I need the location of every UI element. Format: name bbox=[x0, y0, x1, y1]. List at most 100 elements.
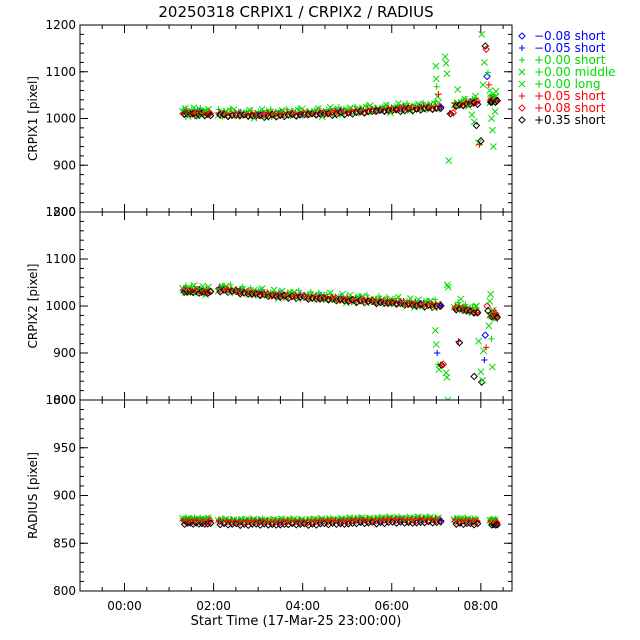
data-point bbox=[216, 520, 225, 529]
data-point bbox=[239, 283, 246, 290]
data-point bbox=[312, 111, 321, 119]
y-axis-title: CRPIX1 [pixel] bbox=[26, 76, 40, 161]
data-point bbox=[236, 289, 245, 298]
data-point bbox=[283, 291, 292, 300]
data-point-outlier bbox=[457, 295, 465, 303]
data-point bbox=[364, 517, 372, 525]
data-point bbox=[243, 287, 252, 296]
data-point-outlier bbox=[475, 337, 483, 345]
data-point-outlier bbox=[449, 109, 458, 117]
data-point-outlier bbox=[432, 62, 440, 70]
data-point bbox=[320, 293, 328, 301]
data-point bbox=[222, 282, 230, 290]
x-tick-label: 02:00 bbox=[196, 599, 231, 613]
data-point bbox=[380, 107, 389, 116]
legend: −0.08 short−0.05 short+0.00 short+0.00 m… bbox=[518, 29, 616, 127]
legend-item: +0.08 short bbox=[518, 101, 606, 115]
y-tick-label: 1100 bbox=[45, 65, 76, 79]
data-point bbox=[320, 519, 329, 528]
data-point-outlier bbox=[486, 297, 494, 305]
data-point-outlier bbox=[432, 341, 440, 348]
data-point bbox=[295, 105, 302, 112]
y-tick-label: 900 bbox=[53, 158, 76, 172]
data-point-outlier bbox=[480, 347, 487, 355]
data-point bbox=[493, 96, 502, 105]
data-point bbox=[206, 111, 215, 120]
data-point-outlier bbox=[492, 87, 500, 95]
data-point-outlier bbox=[488, 363, 496, 371]
data-point bbox=[259, 108, 266, 115]
data-point bbox=[399, 515, 407, 522]
y-tick-label: 800 bbox=[53, 393, 76, 407]
data-point bbox=[242, 109, 250, 117]
data-point bbox=[473, 97, 481, 106]
legend-item: −0.05 short bbox=[518, 41, 606, 55]
legend-item: +0.00 middle bbox=[518, 65, 616, 79]
data-point bbox=[363, 514, 371, 522]
data-point bbox=[227, 516, 234, 523]
data-point-outlier bbox=[477, 137, 485, 145]
panel-2: 800 900 1000 1100 1200 CRPIX2 [pixel] bbox=[26, 205, 513, 407]
x-tick-label: 00:00 bbox=[107, 599, 142, 613]
data-points bbox=[178, 30, 502, 165]
data-point bbox=[363, 291, 371, 299]
data-point bbox=[391, 514, 399, 521]
data-point-outlier bbox=[431, 326, 439, 334]
legend-item: +0.00 long bbox=[518, 77, 601, 91]
data-point-outlier bbox=[435, 91, 442, 98]
data-point bbox=[473, 519, 482, 528]
legend-marker bbox=[518, 56, 526, 64]
data-point bbox=[247, 284, 254, 292]
data-point-outlier bbox=[481, 42, 490, 50]
x-tick-label: 04:00 bbox=[285, 599, 320, 613]
panel-frame bbox=[79, 399, 513, 592]
data-point bbox=[472, 515, 480, 522]
y-tick-label: 1100 bbox=[45, 252, 76, 266]
data-point-outlier bbox=[446, 110, 455, 118]
data-point bbox=[227, 281, 234, 288]
data-point bbox=[436, 516, 444, 525]
data-point-outlier bbox=[488, 335, 495, 342]
data-point bbox=[292, 112, 301, 120]
y-tick-label: 1200 bbox=[45, 18, 76, 32]
data-point-outlier bbox=[455, 338, 464, 347]
data-point bbox=[492, 312, 501, 320]
legend-label: −0.08 short bbox=[534, 29, 606, 43]
data-point bbox=[493, 520, 502, 529]
data-point bbox=[420, 300, 428, 309]
data-point bbox=[384, 516, 392, 525]
data-point-outlier bbox=[470, 372, 478, 381]
chart-title: 20250318 CRPIX1 / CRPIX2 / RADIUS bbox=[158, 3, 433, 21]
data-point bbox=[455, 299, 462, 306]
data-point bbox=[436, 300, 444, 309]
data-point bbox=[388, 518, 397, 526]
data-point bbox=[438, 103, 445, 111]
legend-label: +0.00 long bbox=[534, 77, 601, 91]
data-point bbox=[431, 514, 439, 521]
data-point bbox=[438, 302, 445, 309]
data-point-outlier bbox=[441, 53, 449, 61]
data-point bbox=[473, 100, 482, 109]
data-point-outlier bbox=[443, 373, 451, 381]
data-point bbox=[438, 517, 445, 524]
data-point-outlier bbox=[479, 81, 487, 89]
data-point bbox=[224, 112, 233, 121]
data-point bbox=[295, 287, 302, 294]
data-point-outlier bbox=[477, 368, 485, 376]
y-tick-label: 1000 bbox=[45, 112, 76, 126]
data-point-outlier bbox=[433, 83, 440, 90]
legend-label: +0.08 short bbox=[534, 101, 606, 115]
y-tick-label: 1000 bbox=[45, 299, 76, 313]
legend-marker bbox=[518, 80, 526, 88]
legend-item: +0.35 short bbox=[518, 113, 606, 127]
data-point bbox=[206, 516, 214, 525]
data-point bbox=[473, 309, 482, 317]
data-point bbox=[188, 283, 195, 291]
data-point-outlier bbox=[478, 30, 486, 38]
legend-item: −0.08 short bbox=[518, 29, 606, 43]
data-point-outlier bbox=[432, 75, 440, 83]
y-tick-label: 800 bbox=[53, 584, 76, 598]
data-point bbox=[252, 520, 261, 528]
data-point-outlier bbox=[488, 126, 496, 134]
legend-item: +0.00 short bbox=[518, 53, 606, 67]
